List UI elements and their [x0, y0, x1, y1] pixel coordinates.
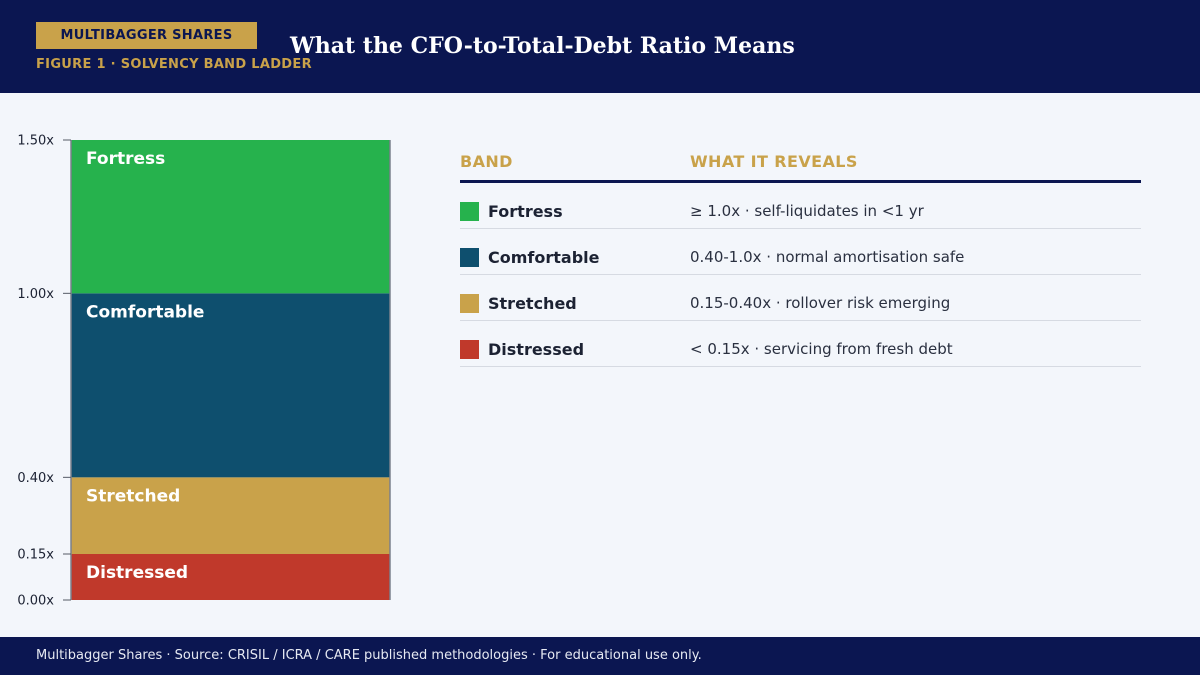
band-comfortable: [71, 293, 390, 478]
band-label: Fortress: [86, 149, 165, 169]
legend-table: BAND WHAT IT REVEALS Fortress ≥ 1.0x · s…: [460, 150, 1141, 367]
y-tick-label: 0.40x: [17, 471, 54, 486]
band-label: Stretched: [86, 486, 180, 506]
legend-reveal-text: 0.15-0.40x · rollover risk emerging: [690, 294, 951, 312]
y-tick-label: 1.50x: [17, 134, 54, 149]
legend-reveal-text: < 0.15x · servicing from fresh debt: [690, 340, 953, 358]
legend-band-label: Stretched: [488, 294, 577, 313]
figure-label: FIGURE 1 · SOLVENCY BAND LADDER: [36, 57, 312, 72]
page-title: What the CFO-to-Total-Debt Ratio Means: [290, 33, 795, 59]
fortress-swatch: [460, 202, 479, 221]
legend-row: Distressed < 0.15x · servicing from fres…: [460, 321, 1141, 367]
band-stretched: [71, 477, 390, 554]
footer-source-note: Multibagger Shares · Source: CRISIL / IC…: [36, 648, 702, 663]
comfortable-swatch: [460, 248, 479, 267]
legend-row: Stretched 0.15-0.40x · rollover risk eme…: [460, 275, 1141, 321]
legend-band-label: Comfortable: [488, 248, 600, 267]
header-bar: MULTIBAGGER SHARES FIGURE 1 · SOLVENCY B…: [0, 0, 1200, 93]
solvency-band-chart: Distressed Stretched Comfortable Fortress 0.…: [17, 134, 391, 609]
footer-bar: Multibagger Shares · Source: CRISIL / IC…: [0, 637, 1200, 675]
y-tick-label: 0.15x: [17, 548, 54, 563]
legend-reveal-text: ≥ 1.0x · self-liquidates in <1 yr: [690, 202, 924, 220]
legend-band-label: Fortress: [488, 202, 563, 221]
legend-reveal-text: 0.40-1.0x · normal amortisation safe: [690, 248, 965, 266]
legend-row: Fortress ≥ 1.0x · self-liquidates in <1 …: [460, 183, 1141, 229]
legend-col-band: BAND: [460, 152, 513, 171]
brand-badge: MULTIBAGGER SHARES: [36, 22, 257, 49]
legend-row: Comfortable 0.40-1.0x · normal amortisat…: [460, 229, 1141, 275]
legend-band-label: Distressed: [488, 340, 585, 359]
distressed-swatch: [460, 340, 479, 359]
band-label: Distressed: [86, 563, 188, 583]
stretched-swatch: [460, 294, 479, 313]
y-tick-label: 1.00x: [17, 287, 54, 302]
legend-col-reveal: WHAT IT REVEALS: [690, 152, 858, 171]
band-label: Comfortable: [86, 302, 204, 322]
y-tick-label: 0.00x: [17, 594, 54, 609]
legend-header: BAND WHAT IT REVEALS: [460, 150, 1141, 183]
band-distressed: [71, 554, 390, 600]
band-fortress: [71, 140, 390, 294]
